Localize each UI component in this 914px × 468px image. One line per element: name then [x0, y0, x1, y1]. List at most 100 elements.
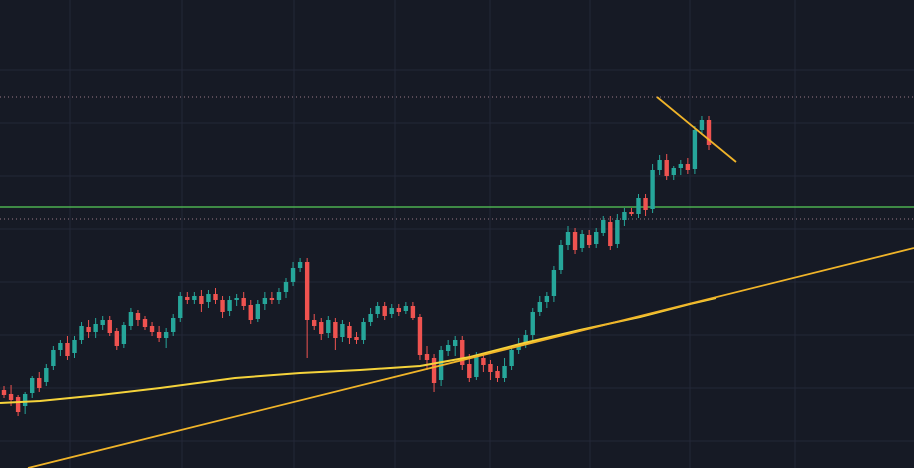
- candle-body: [706, 120, 712, 145]
- candle-body: [269, 298, 275, 300]
- candle-body: [368, 314, 373, 322]
- candle-body: [403, 306, 409, 311]
- candle-body: [608, 222, 613, 246]
- candle-body: [241, 298, 246, 306]
- candle-body: [44, 368, 49, 382]
- candle-body: [149, 326, 155, 332]
- candle-body: [417, 317, 423, 355]
- candle-body: [51, 350, 56, 366]
- candle-body: [340, 324, 345, 337]
- candle-body: [643, 198, 648, 210]
- moving-average: [0, 297, 717, 404]
- candle-body: [135, 313, 141, 320]
- candle-body: [622, 212, 627, 220]
- candle-body: [100, 320, 105, 325]
- candle-body: [481, 358, 486, 365]
- candle-body: [163, 332, 169, 338]
- candle-body: [107, 320, 112, 333]
- candle-body: [650, 170, 655, 209]
- candle-body: [474, 357, 479, 377]
- candle-body: [636, 198, 641, 214]
- candle-body: [509, 350, 514, 366]
- candle-body: [629, 212, 634, 214]
- candle-body: [502, 366, 507, 378]
- candles: [1, 116, 712, 416]
- candle-body: [565, 232, 571, 245]
- candle-body: [601, 220, 606, 233]
- candle-body: [460, 340, 465, 365]
- candle-body: [615, 220, 620, 244]
- candle-body: [58, 343, 63, 350]
- candle-body: [192, 296, 197, 300]
- candle-body: [142, 319, 148, 327]
- candle-body: [594, 232, 599, 244]
- candle-body: [333, 322, 338, 338]
- candle-body: [262, 298, 268, 304]
- candle-body: [692, 130, 698, 169]
- candle-body: [22, 394, 28, 406]
- candle-body: [678, 164, 683, 168]
- candle-body: [537, 302, 542, 312]
- candle-body: [530, 312, 535, 335]
- candle-body: [114, 331, 119, 346]
- candle-body: [79, 326, 84, 340]
- candle-body: [185, 297, 190, 300]
- candle-body: [424, 354, 430, 360]
- candle-body: [312, 320, 317, 326]
- candle-body: [297, 262, 303, 268]
- candle-body: [199, 296, 204, 304]
- ascending-trendline: [27, 247, 914, 468]
- candle-body: [72, 340, 77, 353]
- horizontal-levels: [0, 96, 914, 220]
- candle-body: [382, 306, 387, 316]
- candle-body: [8, 394, 14, 400]
- candle-body: [699, 120, 705, 130]
- candle-body: [326, 320, 331, 333]
- candle-body: [248, 305, 253, 320]
- candle-body: [445, 345, 451, 351]
- candle-body: [128, 312, 134, 326]
- candle-body: [86, 327, 91, 332]
- candle-body: [347, 326, 352, 338]
- candle-body: [121, 325, 127, 344]
- candle-body: [234, 298, 239, 300]
- candle-body: [396, 308, 401, 312]
- candle-body: [171, 318, 176, 332]
- candle-body: [37, 378, 42, 388]
- candle-body: [283, 282, 289, 292]
- candle-body: [93, 324, 98, 332]
- candle-body: [495, 371, 500, 378]
- candle-body: [657, 160, 662, 170]
- candle-body: [206, 294, 211, 302]
- candle-body: [1, 390, 7, 395]
- candle-body: [156, 332, 162, 338]
- candle-body: [467, 364, 472, 378]
- candle-body: [178, 296, 183, 318]
- candle-body: [685, 164, 691, 170]
- candle-body: [255, 304, 260, 319]
- descending-trendline: [656, 96, 737, 163]
- candle-body: [65, 343, 70, 356]
- candle-body: [213, 294, 218, 300]
- candle-body: [319, 322, 324, 334]
- candle-body: [453, 340, 458, 346]
- candle-body: [354, 337, 359, 340]
- candle-body: [558, 245, 564, 270]
- candle-body: [488, 364, 493, 372]
- candle-body: [290, 268, 296, 282]
- candle-body: [30, 378, 35, 393]
- candle-body: [664, 160, 669, 176]
- trendlines: [27, 96, 914, 468]
- candle-body: [410, 306, 416, 318]
- candle-body: [671, 168, 676, 175]
- candle-body: [15, 397, 21, 412]
- candle-body: [361, 322, 366, 340]
- candle-body: [304, 262, 310, 320]
- candle-body: [544, 296, 550, 302]
- candle-body: [523, 335, 528, 344]
- candle-body: [220, 300, 225, 312]
- candle-body: [431, 358, 437, 383]
